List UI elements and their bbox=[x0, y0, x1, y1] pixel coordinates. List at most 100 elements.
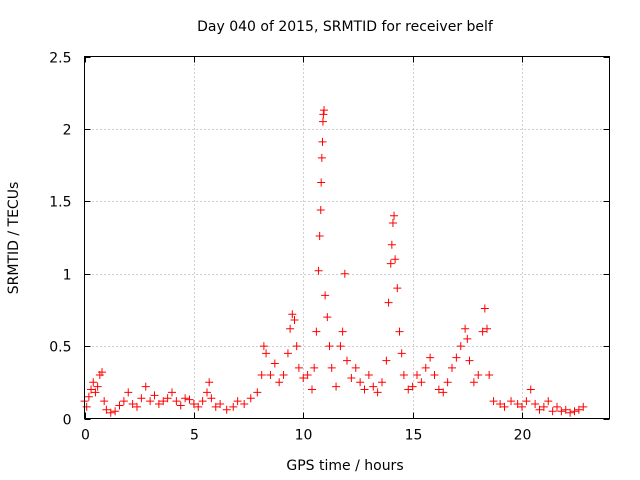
data-point bbox=[561, 405, 570, 414]
data-point bbox=[229, 402, 238, 411]
data-point bbox=[106, 408, 115, 417]
data-point bbox=[463, 334, 472, 343]
data-point bbox=[172, 397, 181, 406]
data-point bbox=[430, 371, 439, 380]
data-point bbox=[91, 388, 100, 397]
data-point bbox=[194, 402, 203, 411]
data-point bbox=[548, 407, 557, 416]
data-point bbox=[318, 137, 327, 146]
data-point bbox=[489, 397, 498, 406]
y-tick-label: 2.5 bbox=[49, 51, 71, 67]
data-point bbox=[369, 382, 378, 391]
data-point bbox=[388, 219, 397, 228]
data-point bbox=[111, 407, 120, 416]
data-point bbox=[426, 353, 435, 362]
y-tick-label: 0 bbox=[63, 413, 72, 429]
data-point bbox=[500, 402, 509, 411]
data-point bbox=[443, 378, 452, 387]
data-point bbox=[283, 349, 292, 358]
data-point bbox=[266, 371, 275, 380]
data-point bbox=[483, 324, 491, 333]
data-point bbox=[327, 363, 336, 372]
data-point bbox=[397, 349, 406, 358]
data-point bbox=[299, 373, 308, 382]
data-point bbox=[84, 392, 93, 401]
chart-title: Day 040 of 2015, SRMTID for receiver bel… bbox=[197, 19, 494, 35]
data-point bbox=[566, 408, 575, 417]
data-point bbox=[343, 356, 351, 365]
data-point bbox=[399, 371, 408, 380]
data-point bbox=[294, 363, 303, 372]
data-point bbox=[312, 327, 321, 336]
data-point bbox=[461, 324, 470, 333]
data-point bbox=[465, 356, 474, 365]
y-tick-label: 1 bbox=[63, 268, 72, 284]
data-point bbox=[198, 397, 207, 406]
data-point bbox=[253, 388, 262, 397]
data-point bbox=[325, 342, 334, 351]
data-point bbox=[246, 394, 255, 403]
data-point bbox=[391, 255, 400, 264]
y-tick-label: 1.5 bbox=[49, 195, 71, 211]
data-point bbox=[522, 397, 531, 406]
data-point bbox=[150, 391, 159, 400]
data-point bbox=[308, 385, 316, 394]
data-point bbox=[141, 382, 150, 391]
data-point bbox=[317, 153, 326, 162]
data-point bbox=[222, 405, 231, 414]
y-axis-label: SRMTID / TECUs bbox=[6, 182, 22, 295]
data-point bbox=[279, 371, 288, 380]
data-point bbox=[257, 371, 266, 380]
data-point bbox=[390, 211, 399, 220]
data-point bbox=[318, 117, 327, 126]
x-tick-label: 0 bbox=[81, 428, 90, 444]
data-point bbox=[364, 371, 373, 380]
data-point bbox=[373, 388, 382, 397]
data-point bbox=[421, 363, 430, 372]
data-point bbox=[347, 373, 356, 382]
data-point bbox=[340, 269, 349, 278]
data-point bbox=[417, 378, 426, 387]
data-point bbox=[100, 397, 109, 406]
x-tick-label: 15 bbox=[405, 428, 423, 444]
data-point bbox=[404, 385, 413, 394]
data-point bbox=[439, 388, 448, 397]
data-point bbox=[378, 378, 386, 387]
data-point bbox=[531, 400, 540, 409]
data-point bbox=[211, 402, 220, 411]
data-point bbox=[544, 397, 553, 406]
data-point bbox=[485, 371, 494, 380]
data-point bbox=[395, 327, 404, 336]
data-point bbox=[203, 388, 211, 397]
data-point bbox=[98, 368, 106, 377]
data-point bbox=[448, 363, 456, 372]
data-point bbox=[336, 342, 345, 351]
data-point bbox=[526, 385, 535, 394]
data-point bbox=[507, 397, 516, 406]
data-point bbox=[478, 327, 487, 336]
data-point bbox=[356, 378, 365, 387]
data-point bbox=[292, 342, 301, 351]
data-point bbox=[393, 284, 402, 293]
data-point bbox=[216, 400, 225, 409]
data-point bbox=[570, 407, 579, 416]
data-point bbox=[319, 110, 328, 119]
data-point bbox=[310, 363, 319, 372]
data-point bbox=[382, 356, 391, 365]
data-point bbox=[124, 388, 133, 397]
data-point bbox=[496, 400, 505, 409]
data-point bbox=[146, 397, 155, 406]
x-tick-label: 10 bbox=[295, 428, 313, 444]
x-tick-label: 5 bbox=[190, 428, 199, 444]
axis-ticks bbox=[84, 56, 610, 420]
x-axis-label: GPS time / hours bbox=[286, 458, 403, 474]
data-point bbox=[408, 382, 417, 391]
data-point bbox=[205, 378, 214, 387]
data-point bbox=[518, 402, 526, 411]
data-point bbox=[163, 394, 172, 403]
data-point bbox=[259, 342, 268, 351]
data-point bbox=[137, 394, 146, 403]
data-point bbox=[387, 240, 396, 249]
data-point bbox=[579, 402, 588, 411]
